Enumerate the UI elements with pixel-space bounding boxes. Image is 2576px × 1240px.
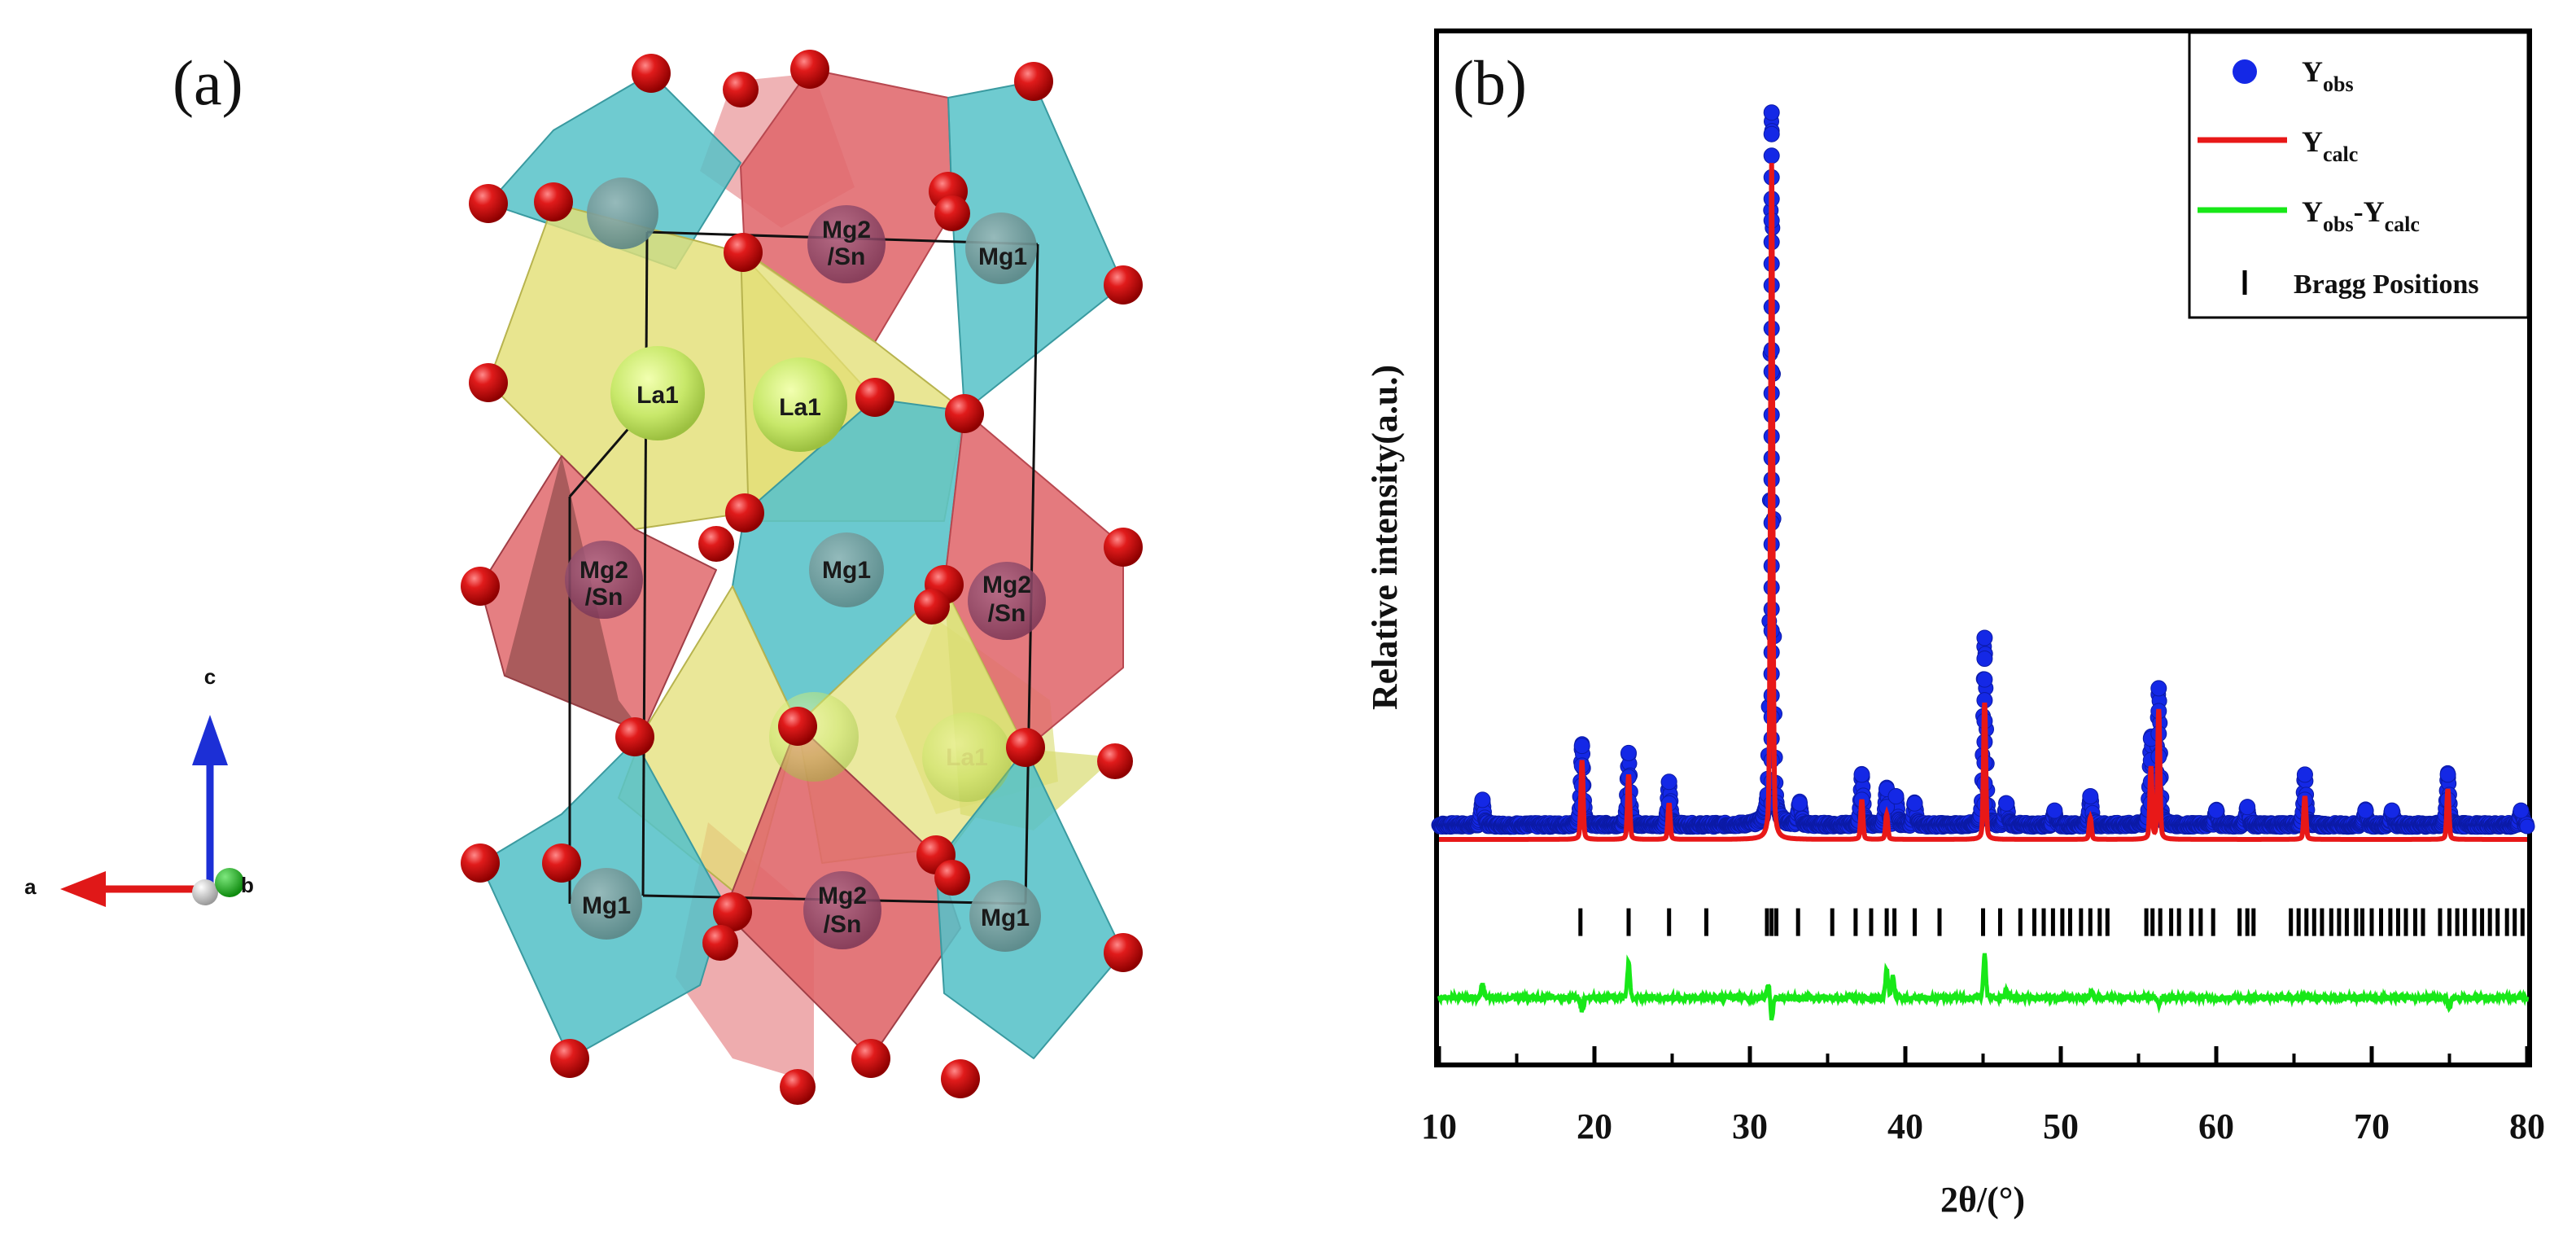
x-tick-label: 80 [2509,1106,2545,1146]
panel-a: (a) c a b [24,47,1143,1105]
yobs-peak-point [2046,802,2063,819]
mg2-sn-mid-left-atom [565,541,643,619]
x-axis-ticks: 10 20 30 40 50 60 70 80 [1421,1046,2545,1146]
label-la1-left: La1 [636,382,679,409]
yobs-peak-point [1976,671,1993,688]
mg2-sn-mid-right-atom [968,562,1046,640]
series-ycalc-line [1439,163,2527,842]
crystal-structure: Mg2 /Sn Mg1 La1 La1 Mg2 /Sn Mg1 Mg2 /Sn … [461,50,1143,1105]
yobs-peak-point [1791,795,1808,812]
label-mg2-sn-mid-right-1: Mg2 [982,572,1031,598]
origin-sphere [192,879,218,905]
x-tick-label: 30 [1732,1106,1768,1146]
yobs-peak-point [2208,802,2224,819]
yobs-peak-point [1763,147,1780,164]
a-axis-label: a [24,874,37,899]
label-mg2-sn-top-2: /Sn [828,243,866,270]
yobs-peak-point [1620,744,1637,761]
yobs-peak-point [2082,788,2099,804]
b-axis-sphere [215,868,244,897]
series-diff-line [1437,953,2530,1021]
plot-content [1431,104,2535,1021]
legend-ycalc-label: Ycalc [2302,125,2358,166]
yobs-point [2519,818,2535,835]
legend-yobs-marker [2233,59,2257,84]
x-tick-label: 50 [2043,1106,2079,1146]
x-tick-label: 40 [1887,1106,1923,1146]
a-axis-arrowhead [60,871,106,907]
panel-a-label: (a) [173,47,243,118]
yobs-peak-point [1763,104,1780,121]
yobs-peak-point [1763,751,1780,769]
yobs-peak-point [2239,799,2256,816]
yobs-peak-point [1474,791,1491,808]
la1-right-atom [753,357,847,452]
x-tick-label: 70 [2354,1106,2390,1146]
label-mg2-sn-top-1: Mg2 [822,217,871,243]
label-mg1-bottom-right: Mg1 [981,905,1030,931]
mg1-top-left-atom [587,177,658,249]
c-axis-arrowhead [192,715,228,765]
yobs-peak-point [1573,738,1590,755]
x-tick-label: 20 [1577,1106,1612,1146]
yobs-peak-point [2150,680,2167,697]
yobs-peak-point [2383,802,2400,819]
yobs-peak-point [2513,802,2530,819]
la1-back-atom-right [922,712,1012,802]
legend-yobs-label: Yobs [2302,55,2354,96]
la1-left-atom [610,346,705,440]
yobs-peak-point [2357,802,2374,819]
axes-indicator: c a b [24,664,254,907]
yobs-peak-point [1887,788,1905,804]
yobs-peak-point [1976,651,1993,667]
label-mg2-sn-mid-left-2: /Sn [585,584,623,611]
panel-b: (b) 10 20 30 40 50 60 70 80 2θ/(°) Relative int… [1365,28,2545,1220]
panel-b-label: (b) [1453,47,1527,118]
yobs-peak-point [1763,125,1780,142]
yobs-peak-point [1853,766,1870,783]
c-axis-label: c [204,664,216,689]
yobs-peak-point [2439,766,2456,783]
label-mg2-sn-bottom-2: /Sn [824,911,862,938]
x-axis-title: 2θ/(°) [1940,1180,2025,1220]
legend-bragg-label: Bragg Positions [2294,269,2479,300]
y-axis-title: Relative intensity(a.u.) [1365,365,1405,710]
yobs-peak-point [1976,629,1993,646]
label-mg1-bottom-left: Mg1 [582,892,631,919]
legend: Yobs Ycalc Yobs-Ycalc Bragg Positions [2188,31,2530,319]
label-mg1-mid: Mg1 [822,557,871,584]
yobs-peak-point [2296,766,2313,783]
mg2-sn-bottom-atom [803,871,881,949]
label-mg2-sn-bottom-1: Mg2 [818,883,867,909]
series-yobs [1431,104,2535,835]
mg1-bottom-left-atom [571,868,642,940]
label-mg2-sn-mid-left-1: Mg2 [579,557,628,584]
x-tick-label: 60 [2198,1106,2234,1146]
yobs-peak-point [1998,795,2015,812]
legend-diff-label: Yobs-Ycalc [2302,195,2420,236]
x-tick-label: 10 [1421,1106,1457,1146]
oxygen-atoms [461,50,1143,1105]
mg1-mid-atom [809,532,884,607]
label-mg2-sn-mid-right-2: /Sn [988,600,1026,627]
mg1-bottom-right-atom [969,880,1041,952]
bragg-positions [1578,908,2525,936]
yobs-peak-point [1906,795,1923,812]
yobs-peak-point [1660,773,1677,791]
mg2-sn-top-atom [807,205,886,283]
label-mg1-top: Mg1 [978,243,1027,270]
label-la1-right: La1 [779,394,821,421]
mg1-top-right-atom [965,213,1037,284]
label-la1-back: La1 [946,744,988,771]
b-axis-label: b [241,873,254,897]
